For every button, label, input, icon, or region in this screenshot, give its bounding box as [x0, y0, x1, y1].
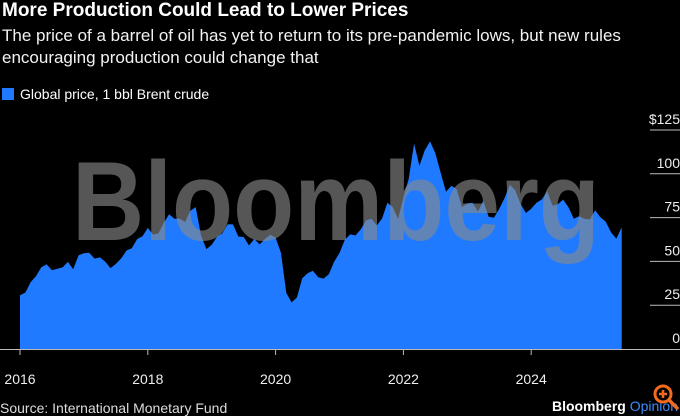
- y-tick-label: 25: [664, 286, 680, 302]
- legend: Global price, 1 bbl Brent crude: [2, 86, 209, 102]
- y-tick-label: 50: [664, 242, 680, 258]
- bloomberg-watermark: Bloomberg: [72, 139, 600, 264]
- y-tick-label: 100: [657, 155, 680, 171]
- x-tick-label: 2020: [260, 371, 291, 387]
- price-area-series: [20, 141, 622, 349]
- y-tick-label: 75: [664, 199, 680, 215]
- x-tick-label: 2022: [388, 371, 419, 387]
- legend-swatch: [2, 88, 14, 100]
- y-tick-label: 0: [672, 330, 680, 346]
- x-tick-label: 2018: [132, 371, 163, 387]
- x-tick-label: 2024: [516, 371, 547, 387]
- chart-subtitle: The price of a barrel of oil has yet to …: [2, 26, 621, 67]
- magnifier-plus-icon[interactable]: [652, 383, 680, 411]
- brand-name: Bloomberg: [551, 398, 626, 414]
- y-tick-label: $125: [649, 111, 680, 127]
- source-note: Source: International Monetary Fund: [0, 400, 228, 416]
- chart-title: More Production Could Lead to Lower Pric…: [2, 0, 409, 21]
- legend-label: Global price, 1 bbl Brent crude: [20, 86, 210, 102]
- x-tick-label: 2016: [4, 371, 35, 387]
